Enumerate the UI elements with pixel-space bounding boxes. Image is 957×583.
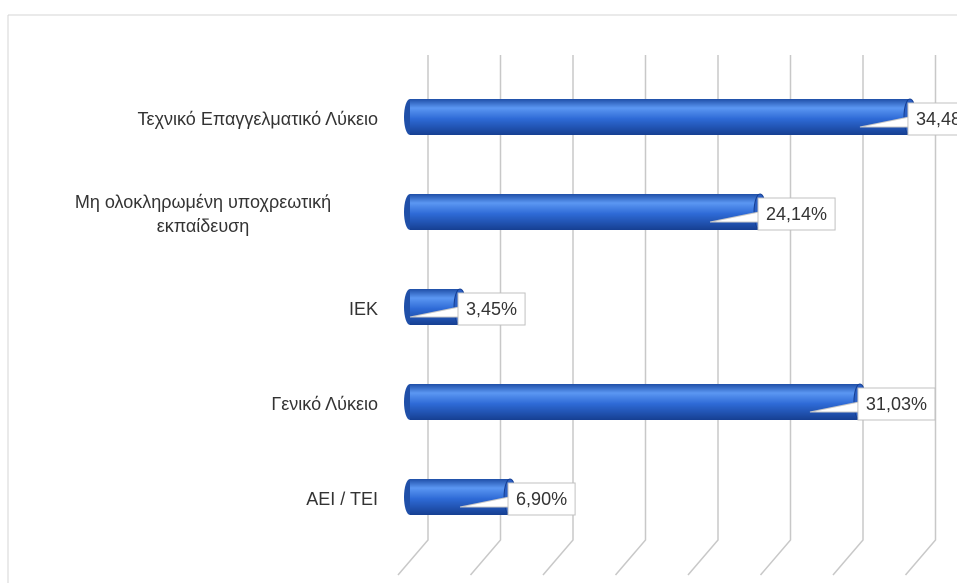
value-label: 24,14% xyxy=(766,204,827,224)
y-tick-label: ΑΕΙ / ΤΕΙ xyxy=(306,487,378,511)
value-label: 6,90% xyxy=(516,489,567,509)
y-tick-label: Γενικό Λύκειο xyxy=(271,392,378,416)
bar xyxy=(404,193,767,231)
y-tick-label-text: Τεχνικό Επαγγελματικό Λύκειο xyxy=(137,109,378,129)
bar xyxy=(404,478,517,516)
bar-body xyxy=(410,289,461,325)
y-tick-label-text: Γενικό Λύκειο xyxy=(271,394,378,414)
bar xyxy=(404,383,867,421)
bar-body xyxy=(410,384,860,420)
y-tick-label: Τεχνικό Επαγγελματικό Λύκειο xyxy=(138,107,378,131)
bar-body xyxy=(410,479,511,515)
callout-join xyxy=(858,402,860,412)
value-label-box xyxy=(757,197,836,231)
y-tick-label-text: ΑΕΙ / ΤΕΙ xyxy=(306,489,378,509)
callout-join xyxy=(908,117,910,127)
value-label-box xyxy=(507,482,576,516)
y-tick-label: ΙΕΚ xyxy=(349,297,378,321)
y-tick-label-text: Μη ολοκληρωμένη υποχρεωτική εκπαίδευση xyxy=(74,192,332,236)
bar xyxy=(404,98,917,136)
callout-join xyxy=(758,212,761,222)
y-tick-label: Μη ολοκληρωμένη υποχρεωτική εκπαίδευση xyxy=(28,190,378,238)
bar-body xyxy=(410,99,910,135)
y-tick-label-text: ΙΕΚ xyxy=(348,299,378,319)
value-label-box xyxy=(857,387,936,421)
bar-body xyxy=(410,194,761,230)
grid-line xyxy=(904,55,937,576)
value-label: 3,45% xyxy=(466,299,517,319)
callout-join xyxy=(458,307,461,317)
value-label-box xyxy=(457,292,526,326)
value-label: 34,48% xyxy=(916,109,957,129)
value-label-box xyxy=(907,102,957,136)
value-label: 31,03% xyxy=(866,394,927,414)
grid-line xyxy=(832,55,864,576)
callout-join xyxy=(508,497,511,507)
